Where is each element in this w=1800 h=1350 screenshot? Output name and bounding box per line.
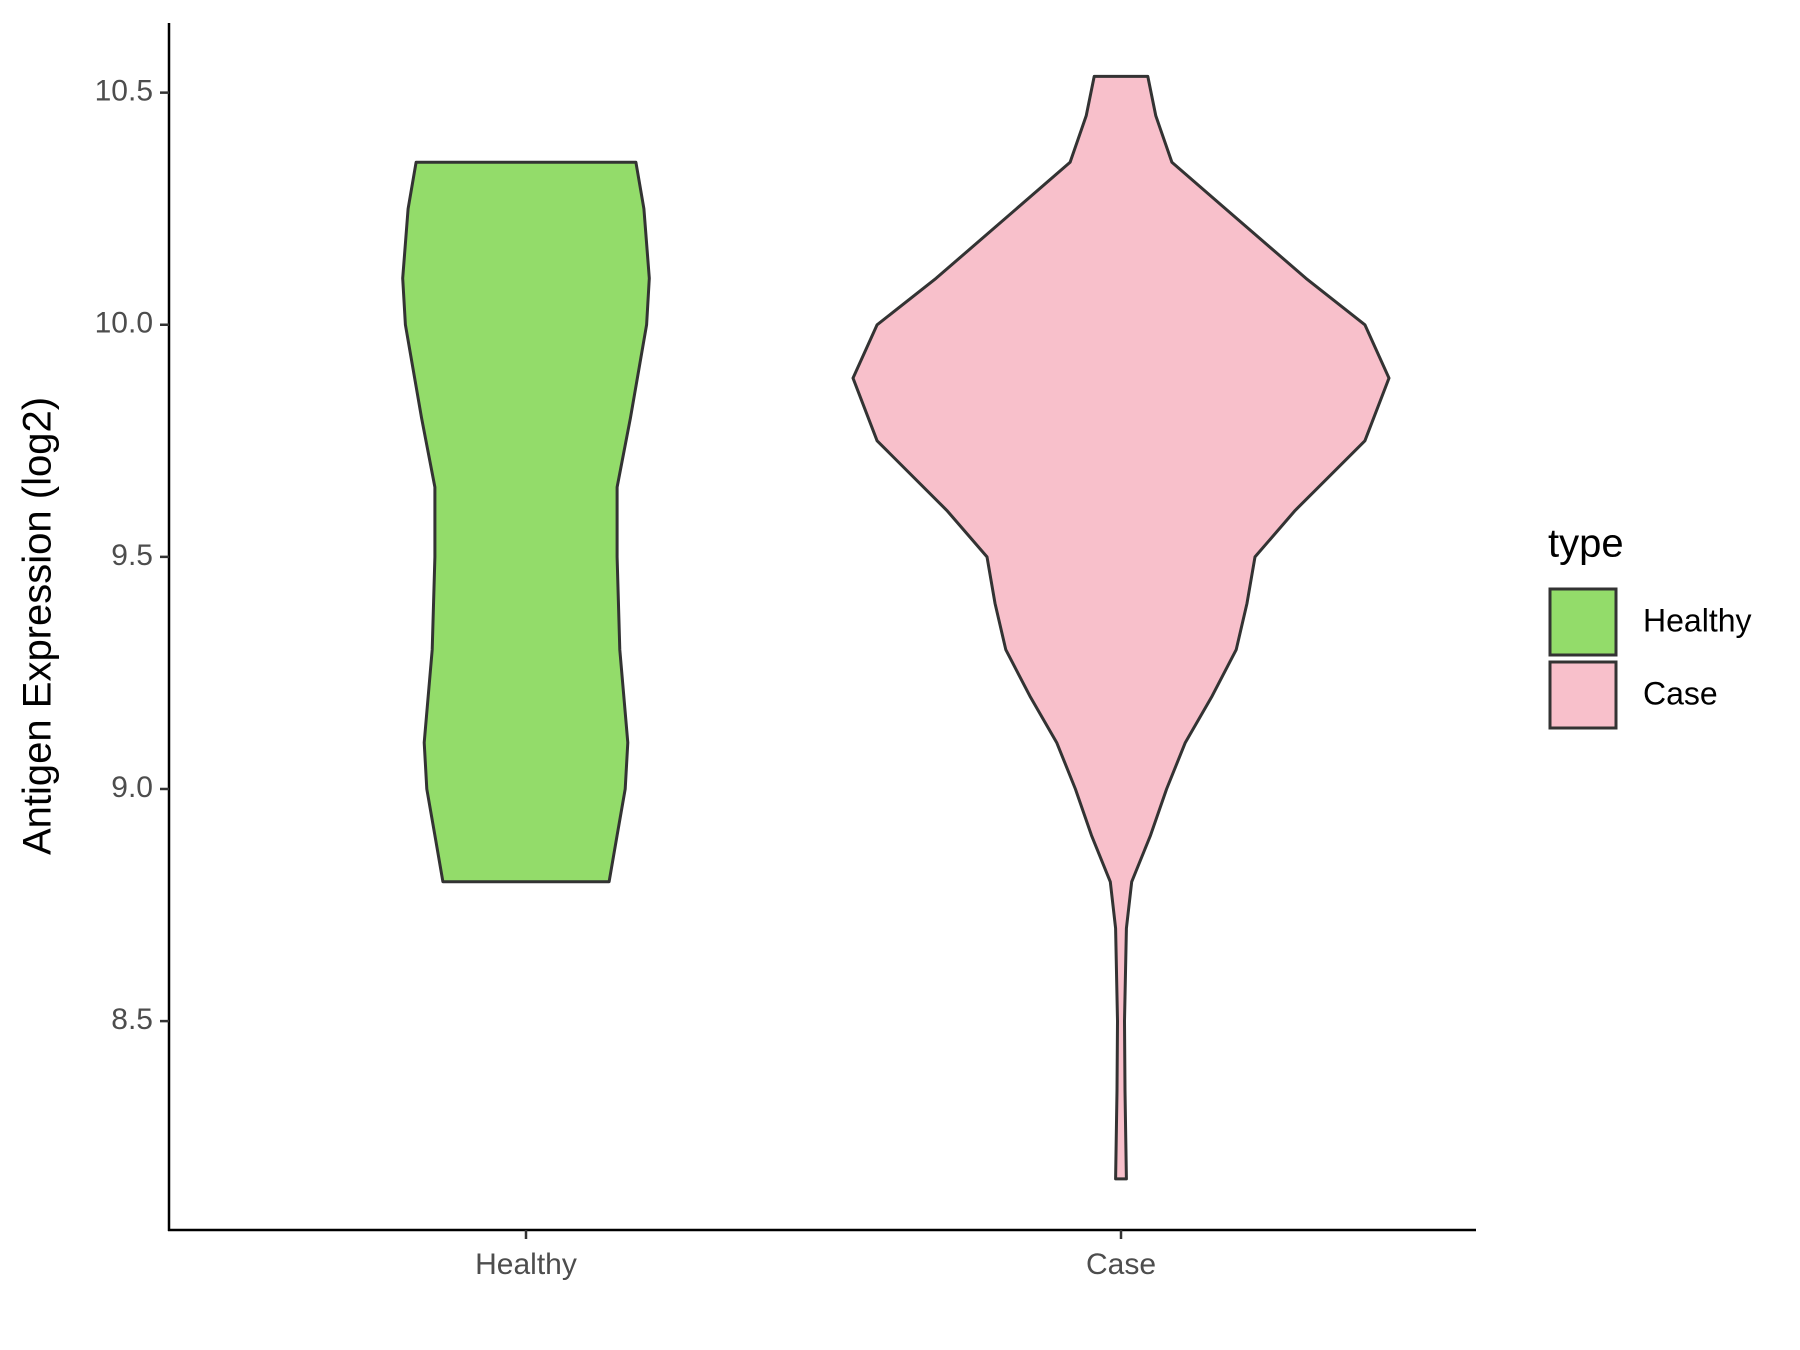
y-tick-label: 9.0 xyxy=(111,771,153,804)
y-tick-label: 10.5 xyxy=(95,75,153,108)
legend-key xyxy=(1548,660,1618,730)
violin xyxy=(401,160,651,884)
legend-label: Case xyxy=(1643,675,1718,711)
y-tick-label: 9.5 xyxy=(111,539,153,572)
legend-key xyxy=(1548,587,1618,657)
y-tick-label: 8.5 xyxy=(111,1003,153,1036)
legend-label: Healthy xyxy=(1643,602,1752,638)
violin xyxy=(851,74,1391,1181)
x-tick-label: Healthy xyxy=(475,1248,577,1281)
legend-title: type xyxy=(1548,522,1624,566)
y-axis-title: Antigen Expression (log2) xyxy=(16,397,60,855)
y-tick-label: 10.0 xyxy=(95,307,153,340)
x-tick-label: Case xyxy=(1086,1248,1156,1281)
